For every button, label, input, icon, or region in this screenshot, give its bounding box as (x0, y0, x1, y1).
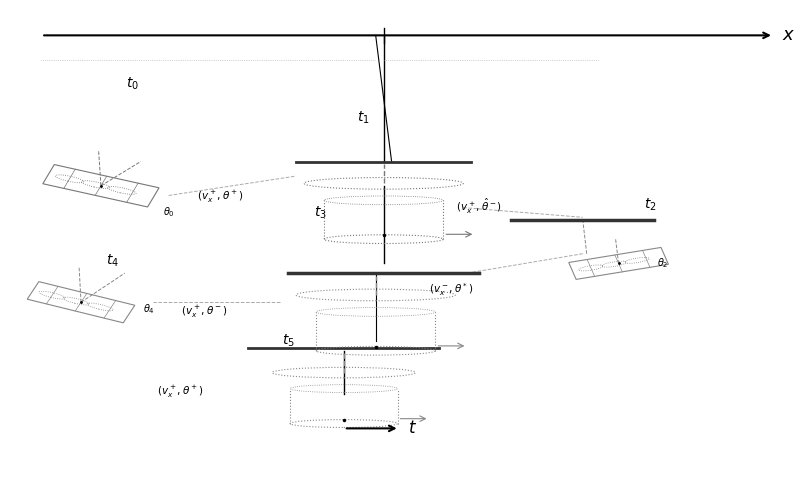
Text: $(v_x^+, \theta^+)$: $(v_x^+, \theta^+)$ (158, 384, 204, 400)
Text: $(v_x^+, \hat{\theta}^-)$: $(v_x^+, \hat{\theta}^-)$ (456, 197, 502, 216)
Text: $t$: $t$ (407, 420, 417, 437)
Text: $\theta_0$: $\theta_0$ (162, 205, 174, 220)
Text: $t_2$: $t_2$ (644, 197, 657, 213)
Text: $t_1$: $t_1$ (358, 110, 370, 126)
Text: $t_0$: $t_0$ (126, 76, 139, 92)
Text: $t_3$: $t_3$ (314, 204, 326, 221)
Text: $(v_x^-, \theta^*)$: $(v_x^-, \theta^*)$ (430, 282, 474, 299)
Text: $(v_x^+, \theta^+)$: $(v_x^+, \theta^+)$ (197, 189, 244, 205)
Text: $(v_x^+, \theta^-)$: $(v_x^+, \theta^-)$ (181, 304, 228, 320)
Text: $t_5$: $t_5$ (282, 333, 294, 349)
Text: $x$: $x$ (782, 26, 795, 44)
Text: $t_4$: $t_4$ (106, 253, 119, 269)
Text: $\theta_4$: $\theta_4$ (142, 303, 154, 316)
Text: $\theta_2$: $\theta_2$ (657, 257, 668, 270)
